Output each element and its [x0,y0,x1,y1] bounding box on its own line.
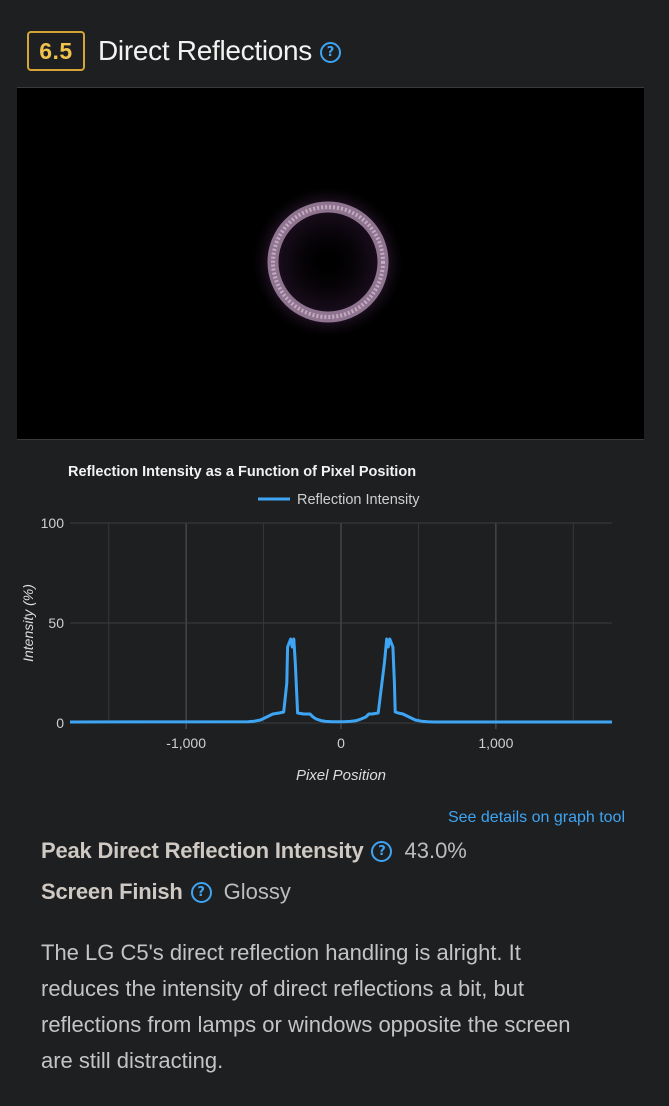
spec-row-peak-intensity: Peak Direct Reflection Intensity ? 43.0% [41,836,467,866]
y-tick-label: 0 [56,715,64,731]
help-icon[interactable]: ? [190,881,212,903]
chart-ticks: 0 50 100 -1,000 0 1,000 [41,515,514,751]
help-icon[interactable]: ? [320,41,342,63]
section-header: 6.5 Direct Reflections ? [27,30,342,72]
spec-label: Screen Finish [41,879,183,904]
description-text: The LG C5's direct reflection handling i… [41,940,571,1073]
reflection-ring-image [250,184,406,340]
spec-value: 43.0% [404,838,467,863]
x-tick-label: -1,000 [166,735,206,751]
reflection-photo [17,87,644,440]
section-title: Direct Reflections [98,35,313,66]
y-axis-label: Intensity (%) [20,584,36,662]
series-line-reflection-intensity [69,637,612,724]
chart-svg: Reflection Intensity as a Function of Pi… [20,464,612,784]
reflection-chart: Reflection Intensity as a Function of Pi… [0,455,669,790]
spec-value: Glossy [223,879,291,904]
legend-label: Reflection Intensity [297,492,420,508]
spec-row-screen-finish: Screen Finish ? Glossy [41,877,467,907]
x-axis-label: Pixel Position [296,767,386,784]
x-tick-label: 1,000 [478,735,513,751]
chart-title: Reflection Intensity as a Function of Pi… [68,464,416,480]
x-tick-label: 0 [337,735,345,751]
spec-label: Peak Direct Reflection Intensity [41,838,364,863]
score-badge: 6.5 [27,31,85,71]
chart-legend: Reflection Intensity [258,492,420,508]
y-tick-label: 50 [48,615,64,631]
graph-tool-link[interactable]: See details on graph tool [447,809,625,826]
chart-grid [70,522,612,729]
spec-list: Peak Direct Reflection Intensity ? 43.0%… [41,836,467,918]
help-icon[interactable]: ? [371,840,393,862]
y-tick-label: 100 [41,515,65,531]
